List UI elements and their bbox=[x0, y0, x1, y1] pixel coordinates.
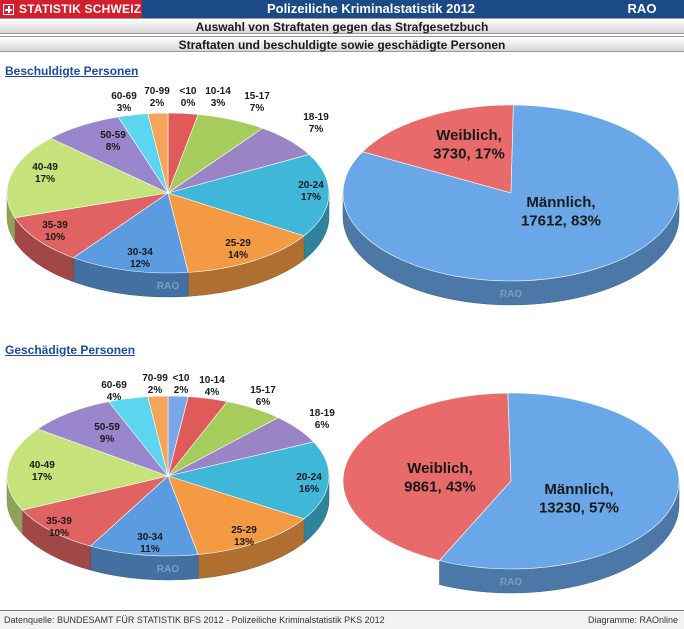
brand-text: STATISTIK SCHWEIZ bbox=[19, 2, 142, 16]
pie-geschaedigte-age-slice-3034 bbox=[89, 475, 199, 557]
pie-beschuldigte-age-slice-4049 bbox=[6, 137, 170, 219]
pie-geschaedigte-age: RAO <10 2% 10-14 4% 15-17 6% 18-19 6% 20-24 16% 25-… bbox=[6, 373, 335, 581]
top-bar bbox=[0, 0, 684, 18]
pie-beschuldigte-age: RAO <10 0% 10-14 3% 15-17 7% 18-19 7% 20-24 17% 25-… bbox=[6, 86, 330, 298]
pie-geschaedigte-age-label-7099: 70-99 2% bbox=[142, 373, 168, 396]
pie-geschaedigte-age-slice-5059 bbox=[37, 401, 169, 477]
pie-beschuldigte-sex-label-mnnlich: Männlich, 17612, 83% bbox=[521, 194, 601, 229]
subtitle-bar-2: Straftaten und beschuldigte sowie geschä… bbox=[0, 36, 684, 52]
pie-beschuldigte-age-label-1014: 10-14 3% bbox=[205, 86, 231, 109]
pie-geschaedigte-age-label-6069: 60-69 4% bbox=[101, 380, 127, 403]
pie-geschaedigte-age-watermark: RAO bbox=[157, 564, 179, 575]
rao-label: RAO bbox=[627, 1, 657, 16]
pie-beschuldigte-age-label-2024: 20-24 17% bbox=[298, 180, 324, 203]
pie-geschaedigte-sex-watermark: RAO bbox=[500, 577, 522, 588]
pie-beschuldigte-sex-watermark: RAO bbox=[500, 289, 522, 300]
pie-beschuldigte-age-label-7099: 70-99 2% bbox=[144, 86, 170, 109]
pie-geschaedigte-age-label-10: <10 2% bbox=[173, 373, 190, 396]
section-title-beschuldigte: Beschuldigte Personen bbox=[5, 64, 139, 78]
pie-beschuldigte-age-label-3034: 30-34 12% bbox=[127, 247, 153, 270]
pie-beschuldigte-age-label-2529: 25-29 14% bbox=[225, 238, 251, 261]
pie-beschuldigte-age-label-3539: 35-39 10% bbox=[42, 220, 68, 243]
pie-geschaedigte-sex-slice-weiblich bbox=[342, 392, 512, 561]
pie-geschaedigte-age-label-1014: 10-14 4% bbox=[199, 375, 225, 398]
pie-beschuldigte-sex: RAO Weiblich, 3730, 17% Männlich, 17612, 83% bbox=[342, 104, 680, 306]
pie-beschuldigte-age-label-6069: 60-69 3% bbox=[111, 91, 137, 114]
pie-geschaedigte-sex-label-weiblich: Weiblich, 9861, 43% bbox=[404, 460, 476, 495]
pie-geschaedigte-age-slice-3539 bbox=[21, 475, 169, 547]
pie-geschaedigte-age-label-1819: 18-19 6% bbox=[309, 408, 335, 431]
pie-geschaedigte-age-label-3539: 35-39 10% bbox=[46, 516, 72, 539]
swiss-flag-icon bbox=[3, 3, 14, 15]
pie-beschuldigte-age-slice-2024 bbox=[166, 154, 330, 237]
pie-geschaedigte-age-slice-7099 bbox=[147, 395, 169, 477]
pie-geschaedigte-age-label-5059: 50-59 9% bbox=[94, 422, 120, 445]
pie-beschuldigte-age-label-4049: 40-49 17% bbox=[32, 162, 58, 185]
pie-geschaedigte-sex-slice-mnnlich bbox=[438, 392, 680, 570]
pie-geschaedigte-age-label-3034: 30-34 11% bbox=[137, 532, 163, 555]
footer-source: Datenquelle: BUNDESAMT FÜR STATISTIK BFS… bbox=[4, 615, 385, 625]
pie-beschuldigte-age-label-1517: 15-17 7% bbox=[244, 91, 270, 114]
pie-beschuldigte-sex-slice-weiblich bbox=[361, 104, 514, 194]
pie-beschuldigte-age-label-5059: 50-59 8% bbox=[100, 130, 126, 153]
pie-beschuldigte-age-slice-3539 bbox=[14, 192, 169, 259]
pie-beschuldigte-age-label-10: <10 0% bbox=[180, 86, 197, 109]
footer: Datenquelle: BUNDESAMT FÜR STATISTIK BFS… bbox=[0, 610, 684, 629]
pie-geschaedigte-age-label-1517: 15-17 6% bbox=[250, 385, 276, 408]
pie-beschuldigte-sex-label-weiblich: Weiblich, 3730, 17% bbox=[433, 127, 505, 162]
pie-beschuldigte-age-slice-2529 bbox=[167, 192, 305, 273]
subtitle-bar: Auswahl von Straftaten gegen das Strafge… bbox=[0, 18, 684, 34]
pie-beschuldigte-age-watermark: RAO bbox=[157, 281, 179, 292]
pie-beschuldigte-age-slice-3034 bbox=[72, 192, 189, 274]
pie-geschaedigte-age-label-4049: 40-49 17% bbox=[29, 460, 55, 483]
pie-geschaedigte-age-slice-2529 bbox=[167, 475, 305, 555]
section-title-geschaedigte: Geschädigte Personen bbox=[5, 343, 136, 357]
pie-beschuldigte-age-label-1819: 18-19 7% bbox=[303, 112, 329, 135]
pie-beschuldigte-sex-slice-mnnlich bbox=[342, 104, 680, 282]
brand-logo: STATISTIK SCHWEIZ bbox=[0, 0, 142, 18]
pie-geschaedigte-age-slice-2024 bbox=[166, 441, 330, 520]
pie-geschaedigte-sex: RAO Weiblich, 9861, 43% Männlich, 13230, 57% bbox=[342, 392, 680, 594]
pie-geschaedigte-age-slice-4049 bbox=[6, 428, 170, 511]
pie-geschaedigte-sex-label-mnnlich: Männlich, 13230, 57% bbox=[539, 481, 619, 516]
pie-geschaedigte-age-label-2529: 25-29 13% bbox=[231, 525, 257, 548]
footer-credit: Diagramme: RAOnline bbox=[587, 615, 678, 625]
pie-beschuldigte-age-slice-7099 bbox=[147, 112, 169, 194]
pie-geschaedigte-age-label-2024: 20-24 16% bbox=[296, 472, 322, 495]
page-title: Polizeiliche Kriminalstatistik 2012 bbox=[266, 1, 476, 16]
